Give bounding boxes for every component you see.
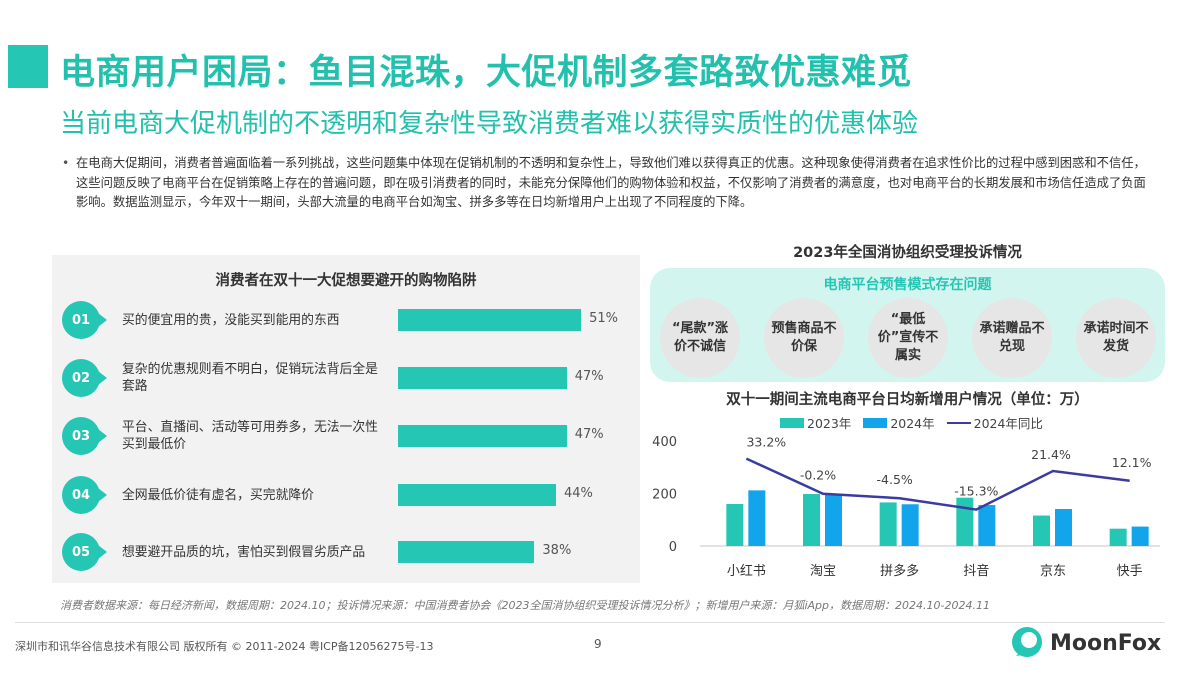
title-accent-block [8, 45, 48, 88]
trap-row: 02 复杂的优惠规则看不明白，促销玩法背后全是套路 47% [52, 353, 640, 403]
users-chart-legend: 2023年 2024年 2024年同比 [780, 413, 1043, 432]
x-tick-label: 小红书 [727, 563, 766, 579]
bar-2023年 [1109, 528, 1127, 546]
rank-badge: 03 [62, 417, 107, 455]
trap-value-label: 51% [589, 311, 618, 326]
complaints-box-title: 电商平台预售模式存在问题 [823, 277, 992, 293]
yoy-data-label: 33.2% [746, 435, 786, 450]
source-note: 消费者数据来源：每日经济新闻，数据周期：2024.10；投诉情况来源：中国消费者… [60, 599, 990, 612]
rank-badge: 02 [62, 359, 107, 397]
legend-item: 2024年 [863, 413, 935, 432]
trap-label: 全网最低价徒有虚名，买完就降价 [122, 487, 314, 503]
rank-badge: 01 [62, 301, 107, 339]
yoy-data-label: -0.2% [800, 468, 836, 483]
y-tick-label: 0 [669, 540, 677, 555]
bar-2024年 [978, 505, 996, 546]
bar-2023年 [803, 494, 820, 546]
legend-item: 2023年 [780, 413, 851, 432]
x-tick-label: 抖音 [963, 563, 989, 579]
legend-label: 2023年 [807, 416, 852, 431]
x-tick-label: 快手 [1117, 564, 1143, 579]
moonfox-logo: MoonFox [1010, 626, 1161, 660]
page-number: 9 [594, 637, 602, 651]
page-subtitle: 当前电商大促机制的不透明和复杂性导致消费者难以获得实质性的优惠体验 [60, 109, 919, 139]
logo-text: MoonFox [1050, 630, 1162, 656]
trap-label: 平台、直播间、活动等可用券多，无法一次性买到最低价 [122, 420, 378, 452]
bar-2023年 [879, 502, 897, 546]
trap-row: 03 平台、直播间、活动等可用券多，无法一次性买到最低价 47% [52, 411, 640, 461]
users-chart-title: 双十一期间主流电商平台日均新增用户情况（单位：万） [726, 392, 1089, 408]
trap-bar [398, 541, 535, 563]
legend-swatch [780, 417, 804, 428]
trap-value-label: 47% [574, 369, 604, 384]
yoy-data-label: -4.5% [877, 472, 913, 487]
y-tick-label: 400 [652, 435, 677, 450]
x-tick-label: 淘宝 [810, 564, 836, 579]
traps-chart-panel: 消费者在双十一大促想要避开的购物陷阱 01 买的便宜用的贵，没能买到能用的东西 51… [52, 255, 640, 583]
bar-2023年 [956, 497, 974, 546]
complaint-item: “尾款”涨价不诚信 [660, 298, 740, 378]
complaint-item: 预售商品不价保 [764, 298, 844, 378]
yoy-data-label: -15.3% [954, 484, 998, 499]
footer-divider [15, 622, 1165, 623]
legend-swatch [946, 421, 971, 424]
trap-label: 买的便宜用的贵，没能买到能用的东西 [122, 312, 340, 328]
legend-label: 2024年 [890, 416, 935, 431]
complaint-item: “最低价”宣传不属实 [868, 298, 948, 378]
page-title: 电商用户困局：鱼目混珠，大促机制多套路致优惠难觅 [60, 53, 913, 93]
complaints-box: 电商平台预售模式存在问题 “尾款”涨价不诚信 预售商品不价保 “最低价”宣传不属实承… [650, 268, 1165, 382]
trap-label: 想要避开品质的坑，害怕买到假冒劣质产品 [122, 544, 366, 560]
trap-row: 01 买的便宜用的贵，没能买到能用的东西 51% [52, 295, 640, 345]
trap-bar [398, 309, 582, 331]
complaint-item: 承诺赠品不兑现 [972, 298, 1052, 378]
bar-2023年 [1033, 515, 1050, 546]
y-tick-label: 200 [652, 488, 677, 503]
x-tick-label: 京东 [1040, 564, 1066, 579]
complaint-item: 承诺时间不发货 [1076, 298, 1156, 378]
footer-copyright: 深圳市和讯华谷信息技术有限公司 版权所有 © 2011-2024 粤ICP备12… [15, 640, 434, 653]
users-combo-chart: 0 200 400 33.2% -0.2% -4.5% -15.3% 21.4% 12.1% 小红… [652, 435, 1160, 579]
bar-2024年 [1131, 526, 1149, 546]
legend-swatch [863, 417, 888, 428]
yoy-line [745, 457, 1130, 511]
traps-chart-title: 消费者在双十一大促想要避开的购物陷阱 [215, 273, 477, 289]
bar-2024年 [825, 494, 842, 546]
trap-value-label: 38% [542, 543, 572, 558]
trap-bar [398, 425, 567, 447]
rank-badge: 04 [62, 476, 107, 514]
trap-bar [398, 367, 567, 389]
complaints-title: 2023年全国消协组织受理投诉情况 [793, 245, 1022, 261]
moonfox-logo-icon [1012, 627, 1042, 657]
bar-2024年 [1055, 508, 1072, 546]
trap-label: 复杂的优惠规则看不明白，促销玩法背后全是套路 [122, 362, 378, 394]
trap-bar [398, 484, 556, 506]
x-tick-label: 拼多多 [880, 563, 919, 579]
trap-value-label: 44% [563, 486, 593, 501]
bar-2024年 [901, 504, 919, 546]
legend-item: 2024年同比 [946, 413, 1043, 432]
bar-2023年 [726, 504, 744, 546]
yoy-data-label: 21.4% [1031, 447, 1071, 462]
rank-badge: 05 [62, 533, 107, 571]
yoy-data-label: 12.1% [1112, 455, 1152, 470]
bar-2024年 [748, 490, 766, 546]
summary-paragraph: 在电商大促期间，消费者普遍面临着一系列挑战，这些问题集中体现在促销机制的不透明和… [62, 154, 1152, 213]
trap-row: 04 全网最低价徒有虚名，买完就降价 44% [52, 470, 640, 520]
legend-label: 2024年同比 [973, 416, 1043, 431]
trap-value-label: 47% [574, 427, 604, 442]
trap-row: 05 想要避开品质的坑，害怕买到假冒劣质产品 38% [52, 527, 640, 577]
